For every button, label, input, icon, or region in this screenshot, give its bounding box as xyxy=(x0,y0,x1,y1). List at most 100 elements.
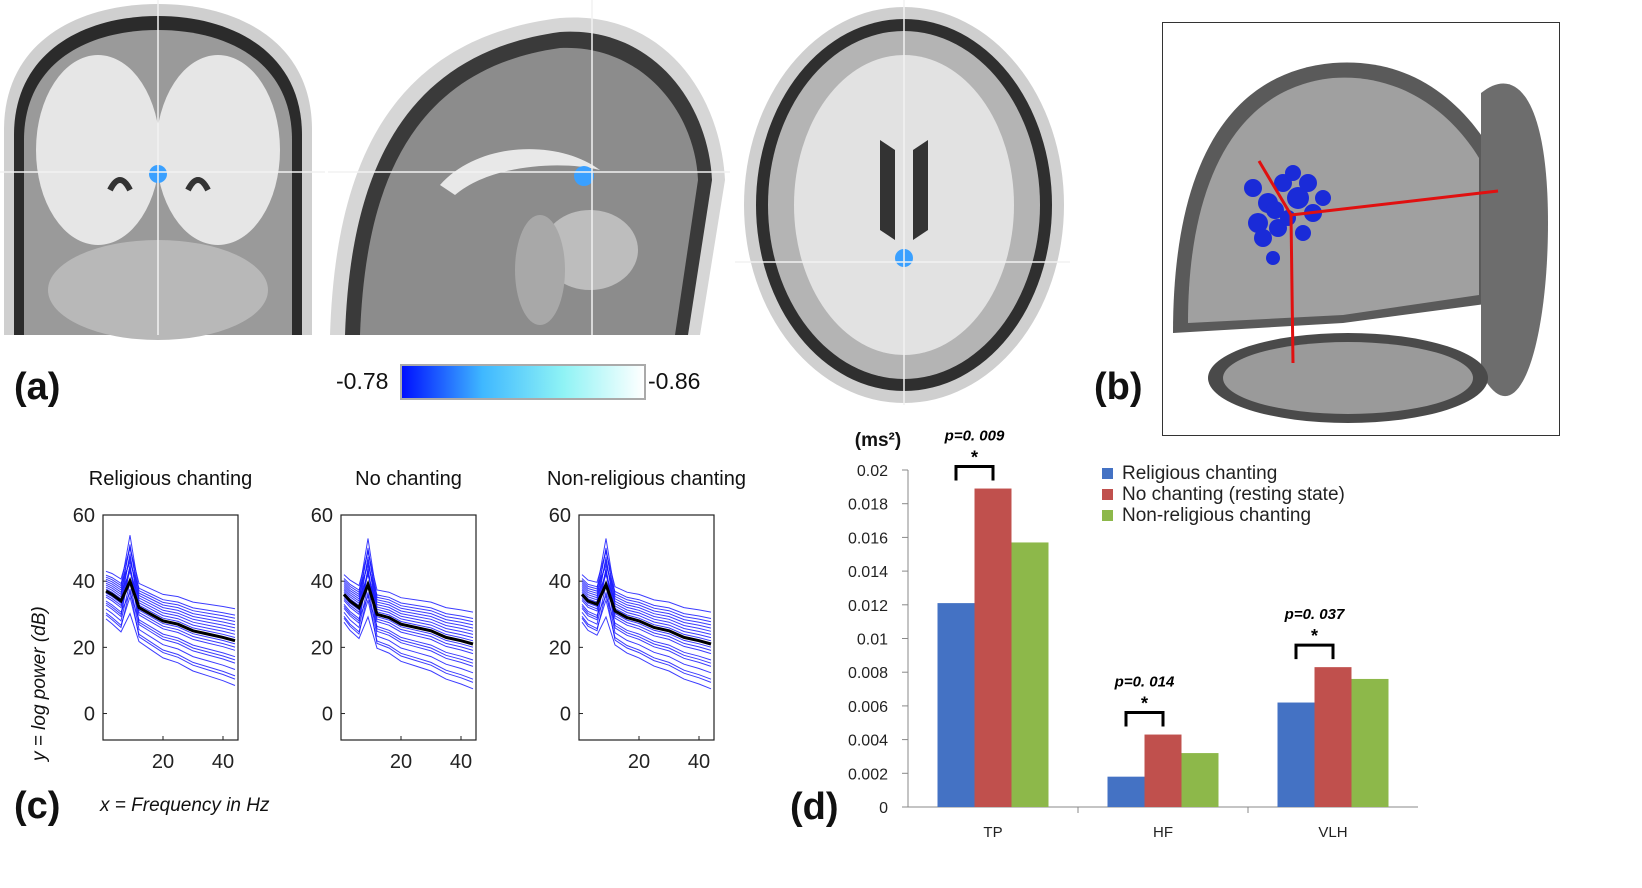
psd-subject-curve xyxy=(105,535,236,619)
psd-subject-curve xyxy=(581,573,712,632)
psd-subject-curve xyxy=(343,581,474,655)
psd-xtick-label: 20 xyxy=(390,751,412,773)
axial-slice xyxy=(735,0,1070,405)
mri-slices xyxy=(0,0,1070,405)
y-unit-label: (ms²) xyxy=(855,430,901,451)
psd-ytick-label: 0 xyxy=(560,704,571,726)
psd-subject-curve xyxy=(581,579,712,655)
psd-subject-curve xyxy=(105,565,236,661)
psd-subject-curve xyxy=(343,570,474,667)
psd-subject-curve xyxy=(105,582,236,670)
psd-subject-curve xyxy=(105,567,236,664)
significance-star: * xyxy=(971,448,978,468)
y-tick-label: 0.018 xyxy=(848,497,888,514)
psd-subject-curve xyxy=(581,594,712,661)
psd-subject-curve xyxy=(343,592,474,683)
psd-plot-1: Religious chanting 0 20 40 60 20 40 xyxy=(73,468,252,773)
panel-label-a: (a) xyxy=(14,366,61,408)
brain-3d-render xyxy=(1173,62,1548,423)
bar-hf-2 xyxy=(1144,734,1182,807)
psd-subject-curve xyxy=(105,570,236,629)
psd-subject-curve xyxy=(581,598,712,680)
significance-star: * xyxy=(1311,626,1318,646)
panel-a: (a) -0.78 -0.86 xyxy=(0,0,1100,420)
psd-subject-curve xyxy=(343,550,474,626)
psd-mean-curve xyxy=(342,579,474,646)
coronal-slice xyxy=(0,0,325,340)
psd-subject-curve xyxy=(105,544,236,632)
psd-subject-curve xyxy=(343,556,474,648)
legend-swatch xyxy=(1102,489,1113,500)
psd-subject-curve xyxy=(581,568,712,664)
hrv-bar-chart: (ms²) 0 0.002 0.004 0.006 0.008 0.01 0.012 0.014… xyxy=(848,428,1418,841)
legend-swatch xyxy=(1102,510,1113,521)
sagittal-slice xyxy=(328,0,730,336)
psd-xtick-label: 20 xyxy=(152,751,174,773)
psd-subject-curve xyxy=(105,588,236,680)
psd-ytick-label: 20 xyxy=(73,637,95,659)
y-tick-label: 0.01 xyxy=(857,632,888,649)
panel-c: Religious chanting 0 20 40 60 20 40 No chanting… xyxy=(0,440,790,883)
psd-plot-2: No chanting 0 20 40 60 20 40 xyxy=(311,468,477,773)
p-value-label: p=0. 037 xyxy=(1284,606,1345,623)
psd-subject-curve xyxy=(581,538,712,623)
colorbar-min-label: -0.78 xyxy=(336,368,389,394)
psd-subject-curve xyxy=(105,576,236,651)
psd-ytick-label: 60 xyxy=(311,505,333,527)
psd-subject-curve xyxy=(343,594,474,661)
psd-subject-curve xyxy=(581,550,712,626)
psd-title: Non-religious chanting xyxy=(547,468,746,490)
dipole-axes xyxy=(1257,160,1499,364)
legend-label: No chanting (resting state) xyxy=(1122,484,1345,505)
significance-star: * xyxy=(1141,694,1148,714)
panel-label-b: (b) xyxy=(1094,366,1143,408)
y-tick-label: 0.02 xyxy=(857,463,888,480)
psd-ytick-label: 60 xyxy=(73,505,95,527)
psd-subject-curve xyxy=(581,615,712,690)
psd-subject-curve xyxy=(105,557,236,626)
y-tick-label: 0.012 xyxy=(848,598,888,615)
p-value-label: p=0. 009 xyxy=(944,428,1005,445)
significance-bracket xyxy=(1294,643,1335,660)
psd-subject-curve xyxy=(581,564,712,619)
legend-label: Non-religious chanting xyxy=(1122,505,1311,526)
psd-mean-curve xyxy=(105,577,236,643)
significance-bracket xyxy=(954,465,995,481)
psd-ytick-label: 20 xyxy=(311,637,333,659)
psd-subject-curve xyxy=(581,570,712,642)
psd-subject-curve xyxy=(581,549,712,613)
psd-frame xyxy=(578,514,715,741)
psd-subject-curve xyxy=(343,562,474,629)
significance-bracket xyxy=(1124,711,1165,727)
psd-xtick-label: 40 xyxy=(212,751,234,773)
psd-subject-curve xyxy=(581,569,712,651)
psd-subject-curve xyxy=(581,559,712,639)
psd-subject-curve xyxy=(581,585,712,674)
legend-label: Religious chanting xyxy=(1122,463,1277,484)
bar-hf-1 xyxy=(1107,776,1145,807)
psd-subject-curve xyxy=(343,573,474,632)
x-axis-note: x = Frequency in Hz xyxy=(100,795,270,816)
psd-plot-3: Non-religious chanting 0 20 40 60 20 40 xyxy=(547,468,746,773)
psd-subject-curve xyxy=(581,592,712,683)
psd-subject-curve xyxy=(343,572,474,642)
y-axis-note: y = log power (dB) xyxy=(29,606,50,761)
y-tick-label: 0.006 xyxy=(848,699,888,716)
colorbar xyxy=(400,364,646,400)
y-tick-label: 0.002 xyxy=(848,766,888,783)
psd-subject-curve xyxy=(343,538,474,623)
psd-xtick-label: 40 xyxy=(688,751,710,773)
psd-subject-curve xyxy=(343,569,474,651)
psd-ytick-label: 40 xyxy=(549,571,571,593)
psd-subject-curve xyxy=(105,553,236,645)
y-tick-label: 0.008 xyxy=(848,665,888,682)
category-label: VLH xyxy=(1318,824,1347,841)
y-tick-label: 0.016 xyxy=(848,530,888,547)
bar-tp-3 xyxy=(1011,542,1049,807)
psd-subject-curve xyxy=(105,594,236,677)
psd-subject-curve xyxy=(343,559,474,639)
psd-title: Religious chanting xyxy=(89,468,252,490)
p-value-label: p=0. 014 xyxy=(1114,674,1175,691)
y-tick-label: 0.014 xyxy=(848,564,888,581)
panel-label-d: (d) xyxy=(790,786,839,828)
